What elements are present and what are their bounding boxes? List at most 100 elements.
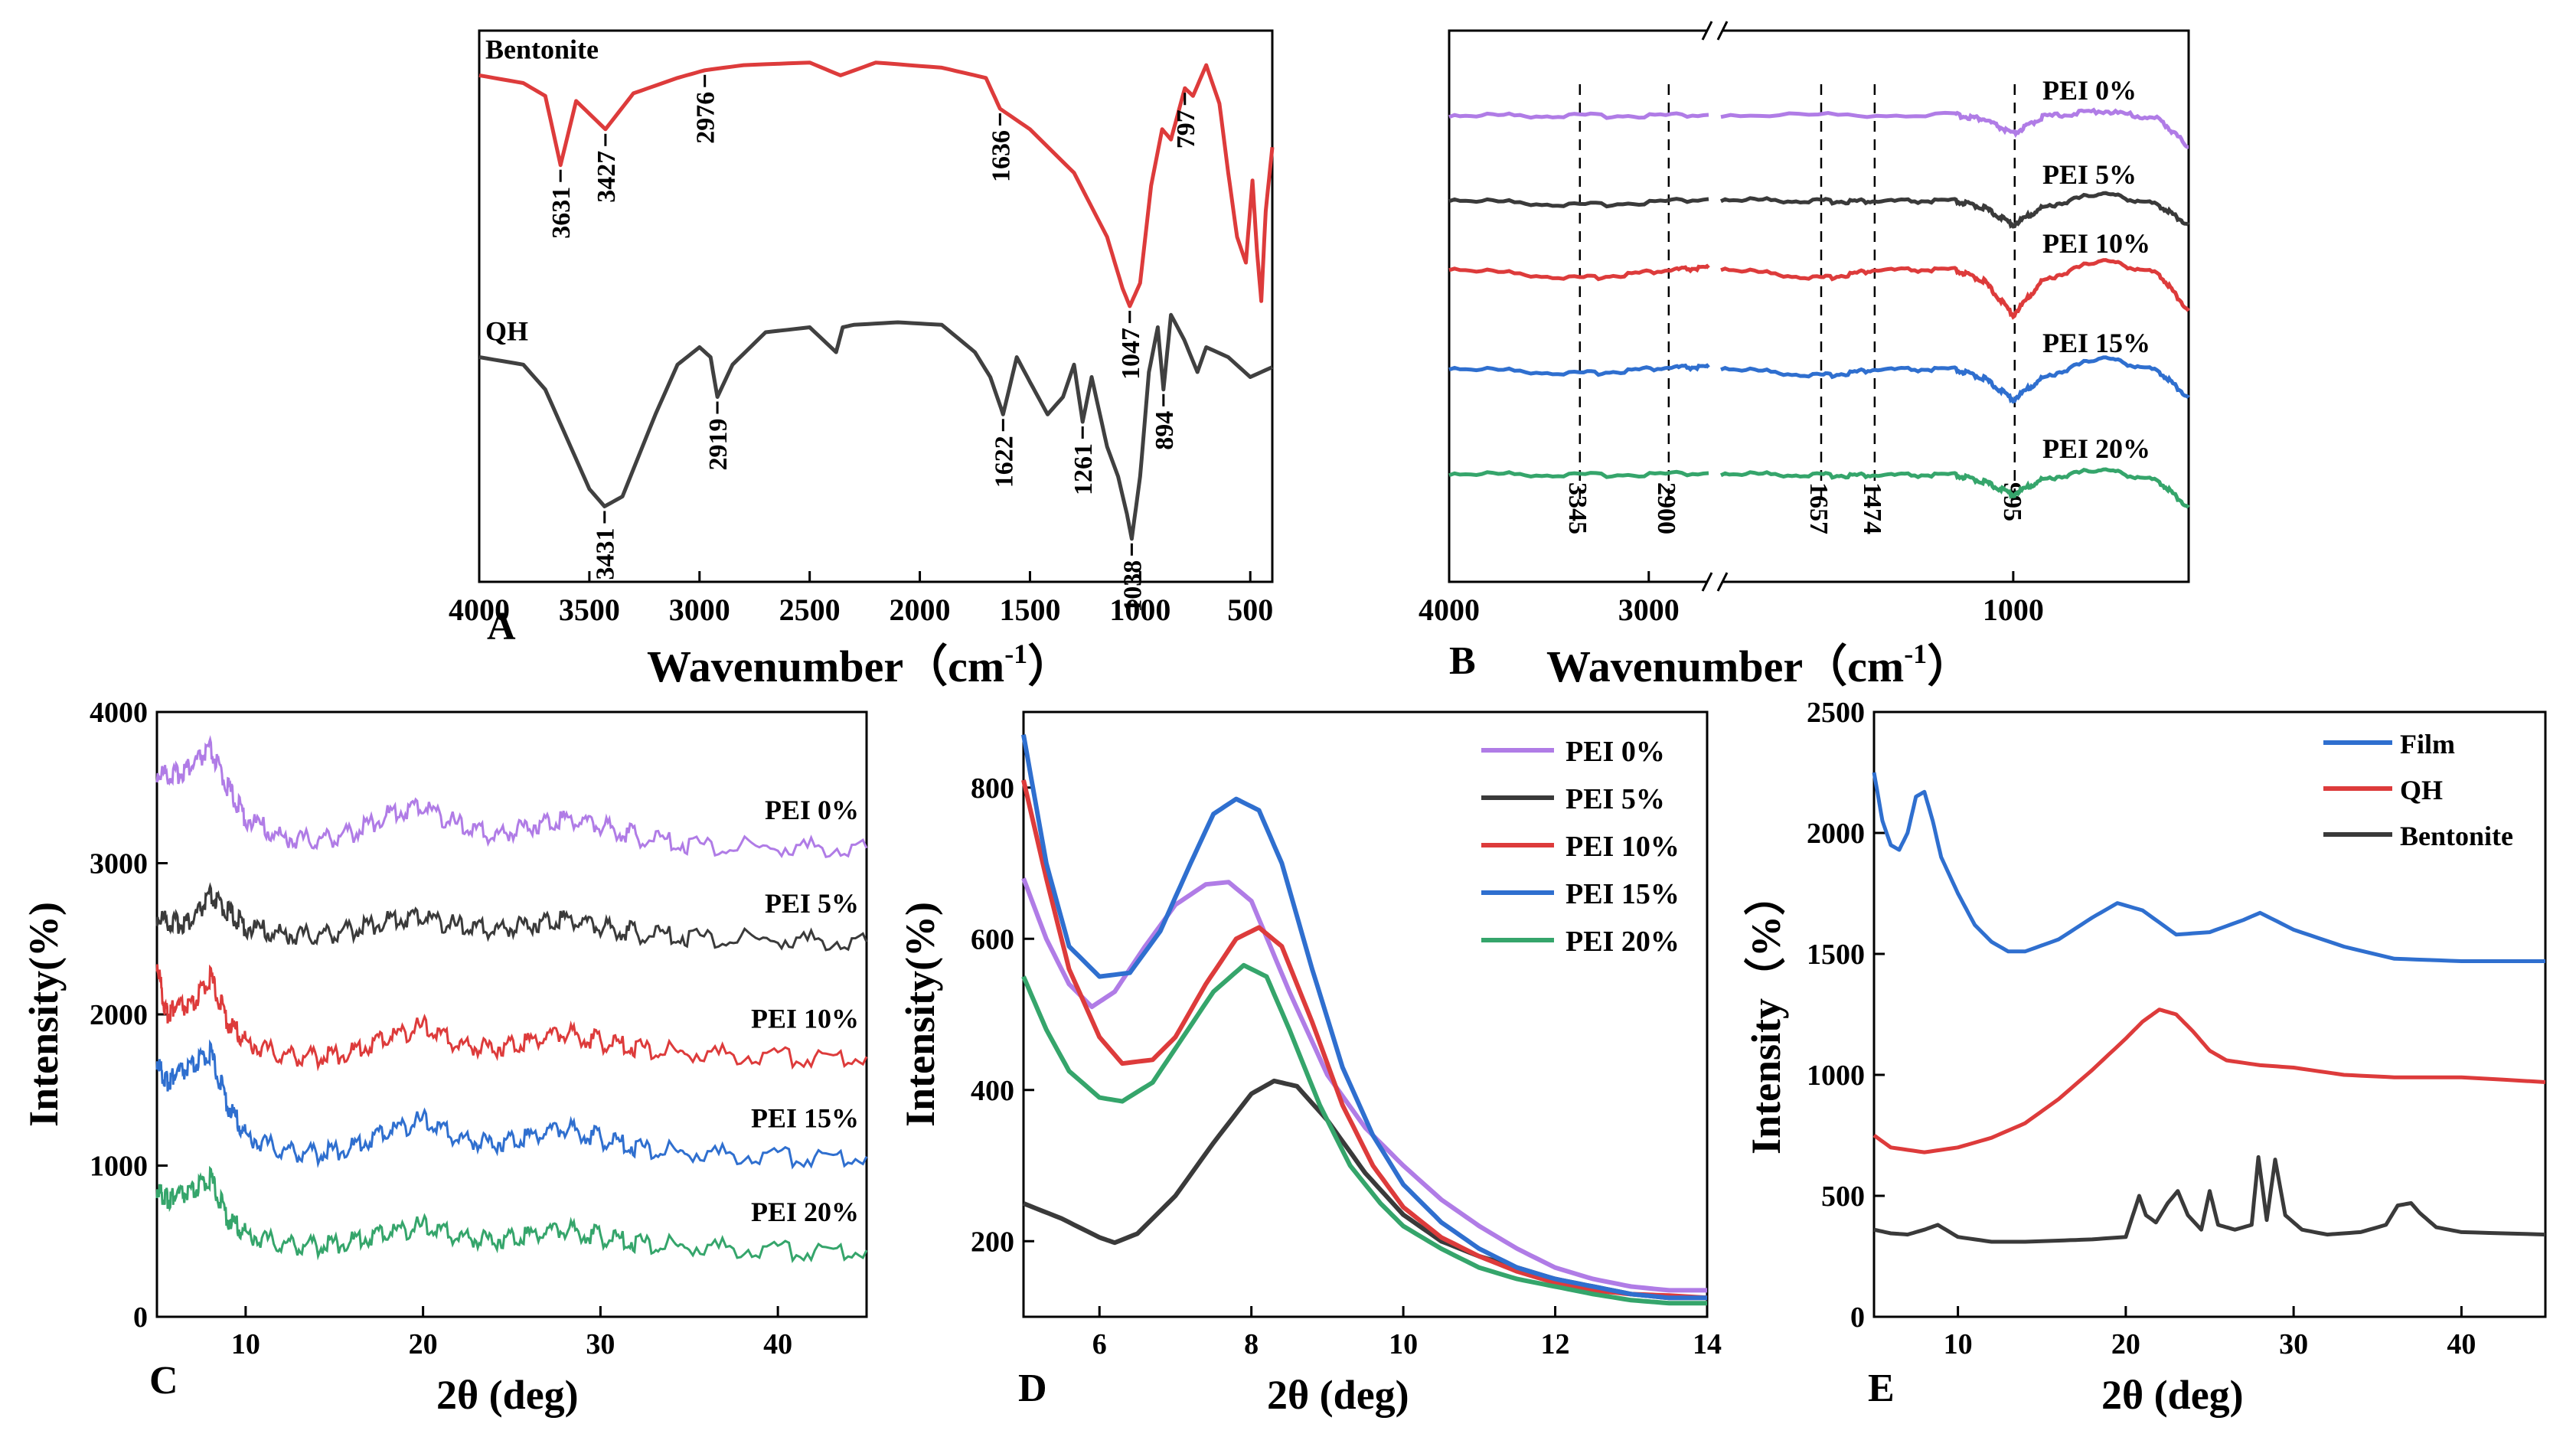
panel-b-frame xyxy=(1448,29,2190,583)
panel-c-y-tick-label: 3000 xyxy=(90,848,148,880)
panel-d-series-line xyxy=(1021,962,1707,1306)
panel-e-series-line xyxy=(1873,1154,2546,1244)
panel-e-label: E xyxy=(1868,1367,1895,1410)
panel-e-x-tick-label: 10 xyxy=(1944,1328,1973,1360)
panel-b-axis-break-gap xyxy=(1707,576,1722,588)
panel-e-y-tick-label: 2000 xyxy=(1807,818,1865,850)
panel-d-x-axis-label: 2θ (deg) xyxy=(1267,1372,1409,1418)
panel-d-legend-label: PEI 5% xyxy=(1566,783,1665,815)
panel-b-series-line xyxy=(1720,107,2189,149)
panel-a-x-tick-label: 2000 xyxy=(890,593,951,627)
panel-c-series-line xyxy=(155,882,868,952)
panel-d-y-tick-label: 400 xyxy=(971,1075,1014,1107)
panel-a-x-tick-label: 3000 xyxy=(669,593,730,627)
panel-c-y-tick-label: 0 xyxy=(133,1301,148,1334)
panel-b-series: PEI 0% PEI 5% PEI 10% PEI 15% PEI 20% xyxy=(1448,75,2190,509)
panel-a-peak-labels: 3631 3427 2976 1636 1047 797 3431 2919 1622 1261 1… xyxy=(547,74,1200,612)
panel-e-y-tick-label: 2500 xyxy=(1807,697,1865,729)
panel-b-axis-break-mark xyxy=(1716,21,1729,41)
panel-b-axis-break-mark xyxy=(1701,21,1713,41)
panel-b-series-line xyxy=(1448,469,1709,479)
panel-b-x-tick-label: 1000 xyxy=(1983,593,2044,627)
panel-b-series-line xyxy=(1719,467,2190,509)
panel-d-y-tick-label: 600 xyxy=(971,923,1014,955)
panel-e-y-tick-label: 0 xyxy=(1850,1301,1865,1334)
panel-a-ftir: 4000 3500 3000 2500 2000 1500 1000 500 Bentonit… xyxy=(449,29,1275,691)
panel-b-ftir-pei: 3345 2900 1657 1474 995 PEI 0%PEI 5%PEI 10%P… xyxy=(1419,21,2190,691)
panel-d-x-tick-label: 10 xyxy=(1389,1328,1418,1360)
panel-b-x-ticks: 4000 3000 1000 xyxy=(1419,571,2044,627)
panel-d-legend-label: PEI 15% xyxy=(1566,878,1680,910)
panel-d-xrd-zoom: 6 8 10 12 14 200 400 600 800 PEI 0% PEI 5% PEI 10%… xyxy=(897,710,1722,1418)
panel-b-series-label: PEI 10% xyxy=(2042,228,2150,259)
panel-b-series-line xyxy=(1448,363,1710,377)
panel-c-label: C xyxy=(149,1359,178,1403)
panel-c-y-tick-label: 2000 xyxy=(90,999,148,1031)
panel-e-legend-label: QH xyxy=(2400,775,2443,805)
panel-e-legend-label: Bentonite xyxy=(2400,821,2513,851)
panel-a-series-bentonite xyxy=(478,60,1275,309)
panel-b-series-line xyxy=(1719,191,2190,229)
panel-e-y-tick-label: 500 xyxy=(1821,1181,1865,1213)
panel-d-y-tick-label: 200 xyxy=(971,1226,1014,1258)
panel-e-x-tick-label: 40 xyxy=(2447,1328,2476,1360)
panel-b-series-label: PEI 5% xyxy=(2042,159,2137,190)
panel-a-peak-label: 894 xyxy=(1151,411,1179,450)
panel-a-x-tick-label: 4000 xyxy=(449,593,510,627)
panel-e-ticks: 10 20 30 40 0 500 1000 1500 2000 2500 xyxy=(1807,697,2476,1360)
panel-a-x-tick-label: 3500 xyxy=(559,593,620,627)
panel-a-peak-label: 3427 xyxy=(593,151,621,203)
panel-a-peak-label: 1047 xyxy=(1117,328,1145,380)
panel-e-legend-label: Film xyxy=(2400,729,2455,759)
panel-c-x-tick-label: 10 xyxy=(231,1328,260,1360)
panel-d-legend-label: PEI 20% xyxy=(1566,926,1680,958)
panel-e-series-line xyxy=(1872,772,2545,963)
panel-d-x-tick-label: 14 xyxy=(1693,1328,1722,1360)
panel-c-y-tick-label: 1000 xyxy=(90,1151,148,1183)
panel-b-dashed-line-label: 2900 xyxy=(1652,482,1680,534)
panel-a-peak-label: 3431 xyxy=(592,528,620,580)
panel-d-series-line xyxy=(1021,734,1707,1301)
panel-c-series-label: PEI 5% xyxy=(765,888,859,919)
panel-d-series-line xyxy=(1021,877,1707,1293)
panel-a-x-axis-label: Wavenumber（cm-1） xyxy=(647,638,1072,691)
panel-c-y-tick-label: 4000 xyxy=(90,697,148,729)
panel-a-frame xyxy=(478,29,1274,583)
panel-d-legend-label: PEI 10% xyxy=(1566,831,1680,863)
panel-a-peak-label: 1038 xyxy=(1118,560,1147,612)
panel-e-xrd-components: 10 20 30 40 0 500 1000 1500 2000 2500 Film QH Bento… xyxy=(1743,697,2547,1418)
panel-d-ticks: 6 8 10 12 14 200 400 600 800 xyxy=(971,772,1722,1360)
panel-a-peak-label: 797 xyxy=(1172,109,1200,149)
panel-e-series xyxy=(1872,772,2546,1244)
panel-b-x-tick-label: 3000 xyxy=(1618,593,1680,627)
panel-a-peak-label: 1636 xyxy=(987,130,1015,182)
panel-c-series-line xyxy=(155,735,868,859)
panel-b-dashed-line-label: 3345 xyxy=(1563,482,1592,534)
panel-b-axis-break-gap xyxy=(1707,24,1722,37)
panel-d-label: D xyxy=(1018,1367,1047,1410)
panel-a-x-ticks: 4000 3500 3000 2500 2000 1500 1000 500 xyxy=(449,571,1273,627)
panel-e-y-axis-label: Intensity（%） xyxy=(1743,874,1789,1154)
panel-c-series-line xyxy=(155,964,868,1072)
panel-c-series-label: PEI 20% xyxy=(751,1197,859,1227)
panel-e-y-tick-label: 1500 xyxy=(1807,939,1865,971)
panel-c-series-label: PEI 10% xyxy=(751,1003,859,1034)
panel-b-axis-break xyxy=(1701,21,1729,592)
panel-b-series-line xyxy=(1448,263,1710,282)
panel-d-y-tick-label: 800 xyxy=(971,772,1014,805)
panel-c-series-label: PEI 15% xyxy=(751,1103,859,1134)
panel-a-x-tick-label: 1000 xyxy=(1109,593,1170,627)
panel-b-axis-break-mark xyxy=(1701,572,1713,592)
panel-d-y-axis-label: Intensity(%) xyxy=(897,902,943,1127)
panel-a-peak-label: 3631 xyxy=(547,187,576,239)
panel-b-series-label: PEI 15% xyxy=(2042,328,2150,358)
panel-b-series-label: PEI 20% xyxy=(2042,433,2150,464)
panel-c-x-tick-label: 30 xyxy=(586,1328,615,1360)
panel-e-x-tick-label: 30 xyxy=(2279,1328,2308,1360)
panel-b-dashed-line-label: 1657 xyxy=(1804,482,1833,534)
panel-e-legend: Film QH Bentonite xyxy=(2323,729,2513,851)
panel-d-legend: PEI 0% PEI 5% PEI 10% PEI 15% PEI 20% xyxy=(1481,736,1680,958)
panel-c-ticks: 10 20 30 40 0 1000 2000 3000 4000 xyxy=(90,697,792,1360)
panel-b-series-label: PEI 0% xyxy=(2042,75,2137,106)
